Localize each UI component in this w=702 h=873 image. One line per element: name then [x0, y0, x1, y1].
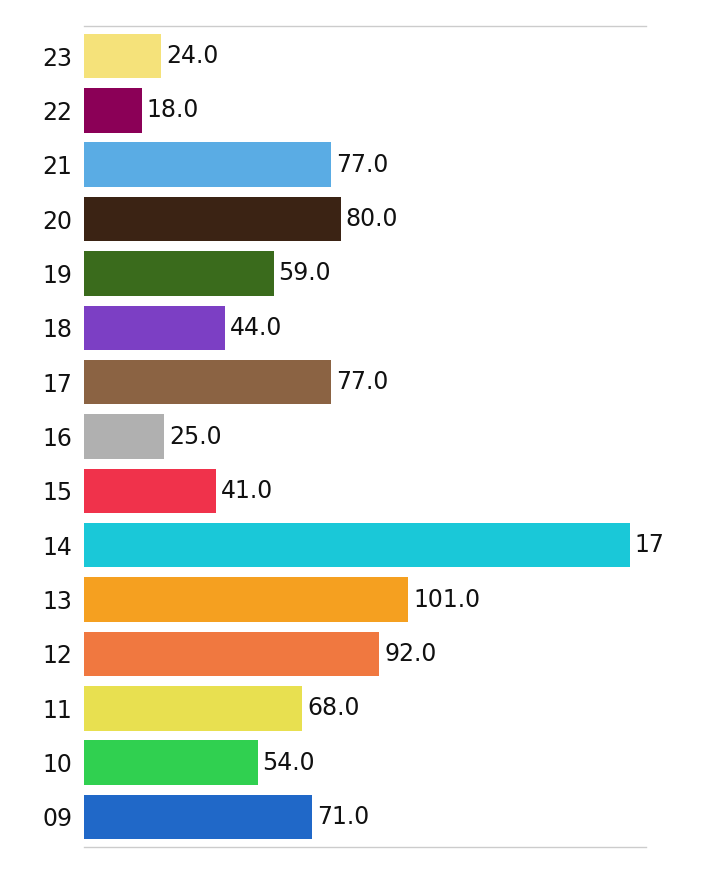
Text: 68.0: 68.0	[307, 697, 360, 720]
Bar	[84, 251, 274, 296]
Bar	[84, 577, 409, 622]
Text: 24.0: 24.0	[166, 44, 218, 68]
Bar	[84, 196, 341, 242]
Bar	[84, 142, 331, 187]
Text: 59.0: 59.0	[279, 261, 331, 285]
Bar	[84, 306, 225, 350]
Bar	[84, 631, 380, 677]
Bar	[84, 794, 312, 839]
Bar	[84, 34, 161, 79]
Text: 92.0: 92.0	[384, 642, 437, 666]
Text: 77.0: 77.0	[336, 153, 388, 176]
Bar	[84, 360, 331, 404]
Bar	[84, 88, 142, 133]
Text: 44.0: 44.0	[230, 316, 283, 340]
Bar	[84, 686, 303, 731]
Text: 71.0: 71.0	[317, 805, 369, 829]
Text: 41.0: 41.0	[220, 479, 273, 503]
Bar	[84, 414, 164, 459]
Text: 17: 17	[635, 533, 665, 557]
Bar	[84, 740, 258, 785]
Bar	[84, 469, 216, 513]
Text: 77.0: 77.0	[336, 370, 388, 394]
Text: 25.0: 25.0	[169, 424, 222, 449]
Bar	[84, 523, 630, 567]
Text: 101.0: 101.0	[413, 588, 480, 612]
Text: 80.0: 80.0	[346, 207, 398, 231]
Text: 18.0: 18.0	[147, 99, 199, 122]
Text: 54.0: 54.0	[263, 751, 315, 774]
